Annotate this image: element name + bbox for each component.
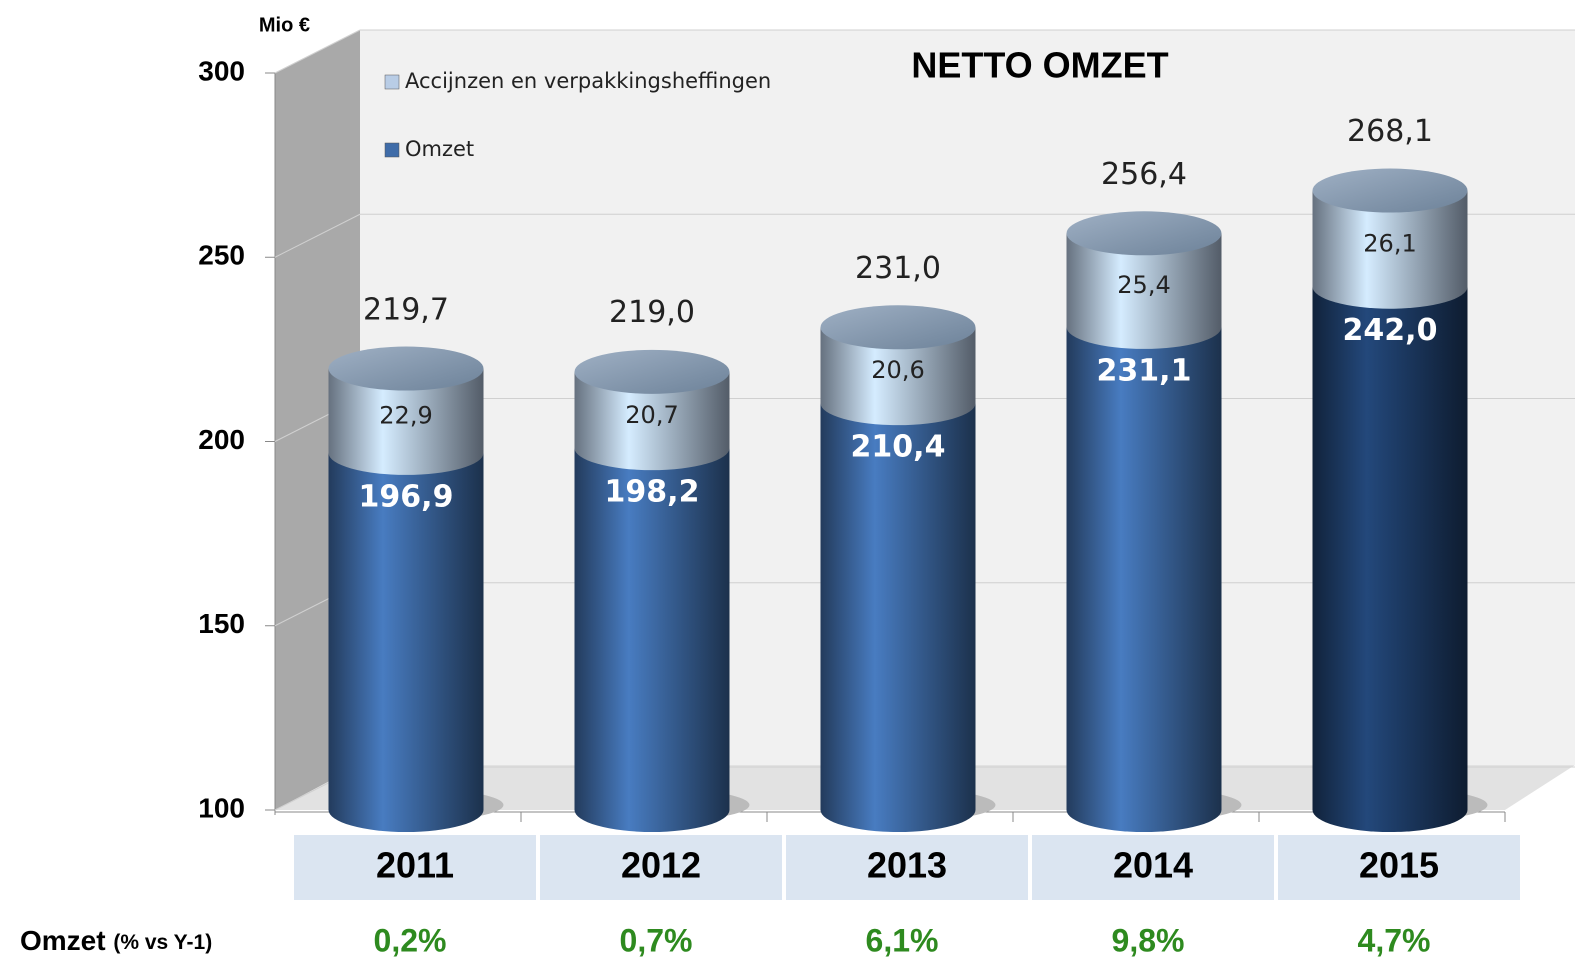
bar — [328, 452, 484, 833]
bar-top — [328, 346, 484, 391]
growth-value: 9,8% — [1112, 922, 1185, 958]
bar — [820, 327, 976, 426]
legend-label: Accijnzen en verpakkingsheffingen — [405, 69, 771, 93]
total-label: 231,0 — [855, 251, 941, 286]
y-tick-label: 200 — [198, 424, 245, 455]
growth-sublabel: (% vs Y-1) — [113, 931, 212, 954]
growth-value: 6,1% — [866, 922, 939, 958]
bar — [574, 371, 730, 471]
y-tick-label: 250 — [198, 240, 245, 271]
data-label: 25,4 — [1117, 271, 1170, 299]
data-label: 242,0 — [1343, 313, 1438, 348]
bar — [1066, 233, 1222, 349]
growth-value: 4,7% — [1358, 922, 1431, 958]
legend-swatch — [384, 142, 400, 158]
category-box — [1032, 835, 1274, 900]
y-tick-label: 150 — [198, 608, 245, 639]
y-axis-label: Mio € — [259, 14, 310, 36]
category-box — [294, 835, 536, 900]
data-label: 210,4 — [851, 430, 946, 465]
total-label: 219,0 — [609, 295, 695, 330]
category-box — [786, 835, 1028, 900]
bar-top — [574, 349, 730, 394]
bar — [1066, 326, 1222, 833]
y-tick-label: 100 — [198, 792, 245, 823]
x-tick-label: 2012 — [621, 845, 701, 886]
bar — [1312, 190, 1468, 309]
y-tick-label: 300 — [198, 55, 245, 86]
data-label: 198,2 — [605, 475, 700, 510]
data-label: 231,1 — [1097, 353, 1192, 388]
bar-top — [820, 305, 976, 350]
data-label: 196,9 — [359, 479, 454, 514]
data-label: 20,6 — [871, 356, 924, 384]
bar-top — [1312, 168, 1468, 213]
bar — [820, 403, 976, 833]
category-box — [1278, 835, 1520, 900]
growth-label: Omzet (% vs Y-1) — [20, 925, 212, 956]
grid-line — [274, 29, 361, 74]
x-tick-label: 2015 — [1359, 845, 1439, 886]
x-tick-label: 2013 — [867, 845, 947, 886]
bar-top — [1066, 211, 1222, 256]
legend-swatch — [384, 74, 400, 90]
bar — [1312, 286, 1468, 833]
category-box — [540, 835, 782, 900]
total-label: 219,7 — [363, 292, 449, 327]
total-label: 256,4 — [1101, 157, 1187, 192]
growth-value: 0,7% — [620, 922, 693, 958]
growth-label-main: Omzet — [20, 925, 106, 956]
x-tick-label: 2011 — [376, 845, 454, 886]
growth-value: 0,2% — [374, 922, 447, 958]
total-label: 268,1 — [1347, 114, 1433, 149]
data-label: 20,7 — [625, 401, 678, 429]
legend-label: Omzet — [405, 137, 474, 161]
data-label: 26,1 — [1363, 230, 1416, 258]
bar — [328, 368, 484, 475]
bar — [574, 448, 730, 832]
x-tick-label: 2014 — [1113, 845, 1193, 886]
data-label: 22,9 — [379, 402, 432, 430]
grid-line — [274, 213, 361, 258]
chart-title: NETTO OMZET — [911, 45, 1168, 86]
